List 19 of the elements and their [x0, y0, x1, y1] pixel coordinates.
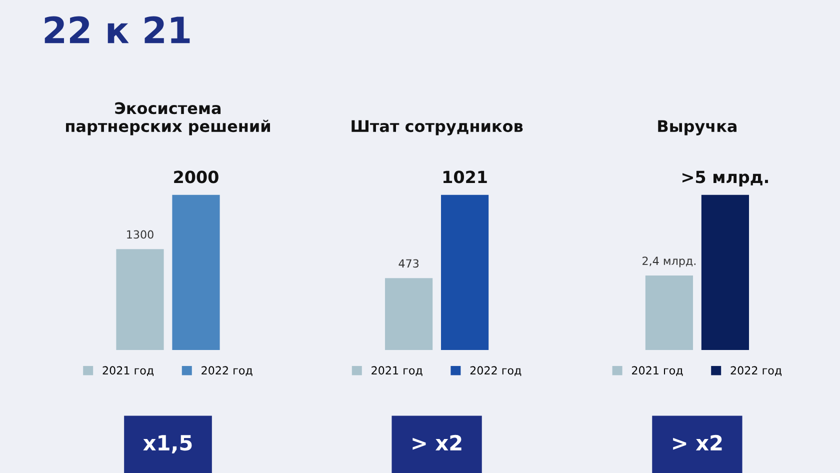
- legend-label: 2021 год: [102, 366, 154, 376]
- data-label: >5 млрд.: [682, 170, 768, 186]
- chart-title: Штат сотрудников: [352, 120, 523, 136]
- data-label: 1021: [443, 170, 487, 184]
- text: x1,5: [143, 435, 192, 454]
- legend-label: 2021 год: [632, 366, 683, 376]
- legend-label: 2022 год: [470, 366, 522, 376]
- legend-label: 2022 год: [202, 366, 252, 376]
- text: > x2: [673, 434, 722, 450]
- legend-label: 2022 год: [730, 366, 782, 376]
- text: 22 к 21: [44, 16, 190, 44]
- legend-label: 2021 год: [372, 366, 422, 376]
- chart-title: Выручка: [658, 120, 736, 136]
- data-label: 1300: [127, 230, 154, 239]
- data-label: 473: [398, 259, 419, 268]
- data-label: 2,4 млрд.: [642, 256, 696, 268]
- data-label: 2000: [174, 170, 218, 184]
- text: > x2: [412, 434, 462, 450]
- chart-title: Экосистема партнерских решений: [66, 102, 270, 136]
